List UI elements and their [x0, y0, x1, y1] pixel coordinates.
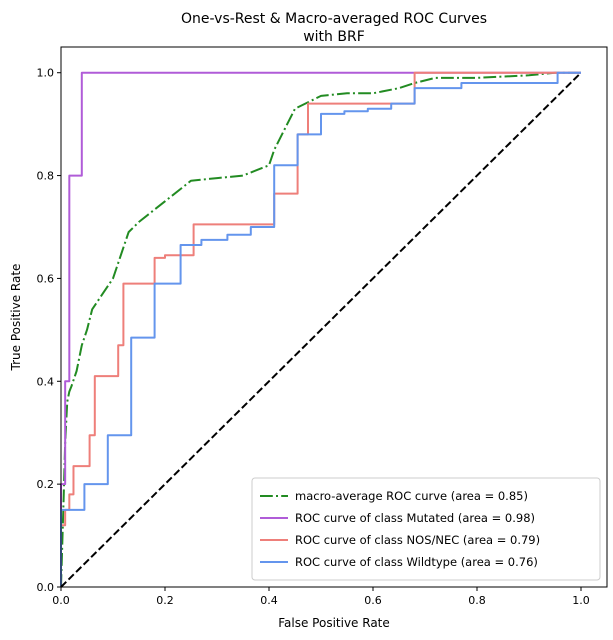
- legend-label: macro-average ROC curve (area = 0.85): [295, 489, 528, 503]
- series-line-0: [60, 71, 581, 588]
- series-line-3: [60, 71, 581, 587]
- x-tick-label: 0.0: [52, 594, 70, 607]
- y-axis-label: True Positive Rate: [9, 264, 23, 372]
- legend: macro-average ROC curve (area = 0.85) ROC…: [251, 477, 601, 581]
- x-tick-label: 1.0: [572, 594, 590, 607]
- x-tick-label: 0.2: [156, 594, 174, 607]
- axes-frame: [60, 46, 608, 588]
- legend-label: ROC curve of class Wildtype (area = 0.76…: [295, 555, 538, 569]
- y-tick-label: 0.0: [37, 581, 55, 594]
- y-tick-label: 0.4: [37, 375, 55, 388]
- chance-diagonal-line: [60, 71, 582, 588]
- x-axis: 0.0 0.2 0.4 0.6 0.8 1.0: [52, 587, 590, 607]
- x-tick-label: 0.8: [468, 594, 486, 607]
- legend-box: [251, 477, 601, 581]
- y-tick-label: 0.2: [37, 478, 55, 491]
- y-axis: 0.0 0.2 0.4 0.6 0.8 1.0: [37, 67, 61, 594]
- x-tick-label: 0.6: [364, 594, 382, 607]
- y-tick-label: 1.0: [37, 67, 55, 80]
- x-tick-label: 0.4: [260, 594, 278, 607]
- legend-label: ROC curve of class Mutated (area = 0.98): [295, 511, 535, 525]
- series-line-1: [60, 71, 581, 587]
- legend-label: ROC curve of class NOS/NEC (area = 0.79): [295, 533, 540, 547]
- y-tick-label: 0.6: [37, 272, 55, 285]
- chart-title-line1: One-vs-Rest & Macro-averaged ROC Curves: [181, 11, 487, 27]
- x-axis-label: False Positive Rate: [278, 616, 390, 630]
- plot-area: [60, 71, 582, 588]
- chart-title-line2: with BRF: [303, 29, 365, 45]
- y-tick-label: 0.8: [37, 170, 55, 183]
